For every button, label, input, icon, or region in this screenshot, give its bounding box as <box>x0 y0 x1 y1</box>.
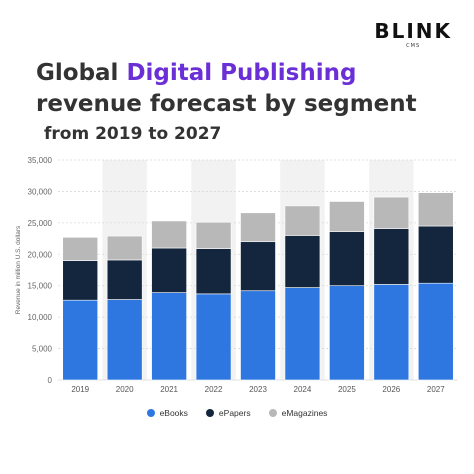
x-tick-label: 2027 <box>427 385 445 394</box>
bar-segment-ebooks <box>106 299 143 381</box>
x-tick-label: 2019 <box>71 385 89 394</box>
y-tick-label: 35,000 <box>28 156 53 165</box>
bar-segment-epapers <box>373 228 410 285</box>
bar-segment-ebooks <box>373 284 410 381</box>
bar-segment-ebooks <box>62 299 99 381</box>
legend-label: eMagazines <box>281 408 328 418</box>
bar-segment-ebooks <box>329 285 365 381</box>
bar-segment-epapers <box>240 241 276 292</box>
y-tick-label: 10,000 <box>28 313 53 322</box>
x-tick-label: 2026 <box>382 385 400 394</box>
legend-label: ePapers <box>218 408 251 418</box>
chart-subtitle: from 2019 to 2027 <box>44 124 222 144</box>
bar-segment-epapers <box>62 260 99 301</box>
x-tick-label: 2020 <box>116 385 134 394</box>
bar-segment-epapers <box>151 247 187 293</box>
legend-item: eMagazines <box>268 408 328 418</box>
bar-segment-ebooks <box>284 287 321 381</box>
y-tick-label: 25,000 <box>28 219 53 228</box>
y-tick-label: 30,000 <box>28 187 53 196</box>
legend-item: ePapers <box>205 408 251 418</box>
bar-segment-emagazines <box>195 221 232 249</box>
y-tick-label: 0 <box>48 376 53 385</box>
bar-segment-epapers <box>106 259 143 300</box>
bar-segment-epapers <box>329 231 365 287</box>
bar-segment-ebooks <box>417 282 454 381</box>
bar-segment-emagazines <box>106 235 143 261</box>
bar-segment-ebooks <box>195 293 232 381</box>
y-tick-label: 5,000 <box>32 345 53 354</box>
legend-swatch <box>268 409 277 417</box>
bar-segment-emagazines <box>151 220 187 249</box>
bar-segment-emagazines <box>373 196 410 229</box>
y-axis-title: Revenue in million U.S. dollars <box>15 225 22 314</box>
x-tick-label: 2021 <box>160 385 178 394</box>
x-tick-label: 2022 <box>205 385 223 394</box>
bar-segment-emagazines <box>240 212 276 243</box>
legend-swatch <box>205 409 214 417</box>
title-accent: Digital Publishing <box>126 60 357 86</box>
bar-segment-emagazines <box>329 201 365 232</box>
legend-label: eBooks <box>159 408 188 418</box>
title-prefix: Global <box>36 60 127 86</box>
bar-segment-emagazines <box>417 192 454 227</box>
bar-segment-epapers <box>417 225 454 284</box>
bar-segment-epapers <box>195 248 232 295</box>
bar-segment-ebooks <box>151 292 187 381</box>
y-tick-label: 20,000 <box>28 250 53 259</box>
bar-segment-epapers <box>284 235 321 288</box>
bar-segment-emagazines <box>284 205 321 236</box>
bar-segment-ebooks <box>240 290 276 381</box>
title-line-1: Global Digital Publishing <box>36 58 417 89</box>
title-line-2: revenue forecast by segment <box>36 91 417 117</box>
x-tick-label: 2023 <box>249 385 267 394</box>
legend-swatch <box>146 409 155 417</box>
y-tick-label: 15,000 <box>28 282 53 291</box>
brand-logo: BLINK CMS <box>374 20 452 49</box>
logo-wordmark: BLINK <box>374 19 452 43</box>
bar-segment-emagazines <box>62 237 99 261</box>
x-tick-label: 2025 <box>338 385 356 394</box>
legend-item: eBooks <box>146 408 188 418</box>
chart-title: Global Digital Publishing revenue foreca… <box>36 58 417 120</box>
chart-legend: eBooks ePapers eMagazines <box>0 408 474 418</box>
x-tick-label: 2024 <box>294 385 312 394</box>
logo-subtext: CMS <box>406 43 421 49</box>
